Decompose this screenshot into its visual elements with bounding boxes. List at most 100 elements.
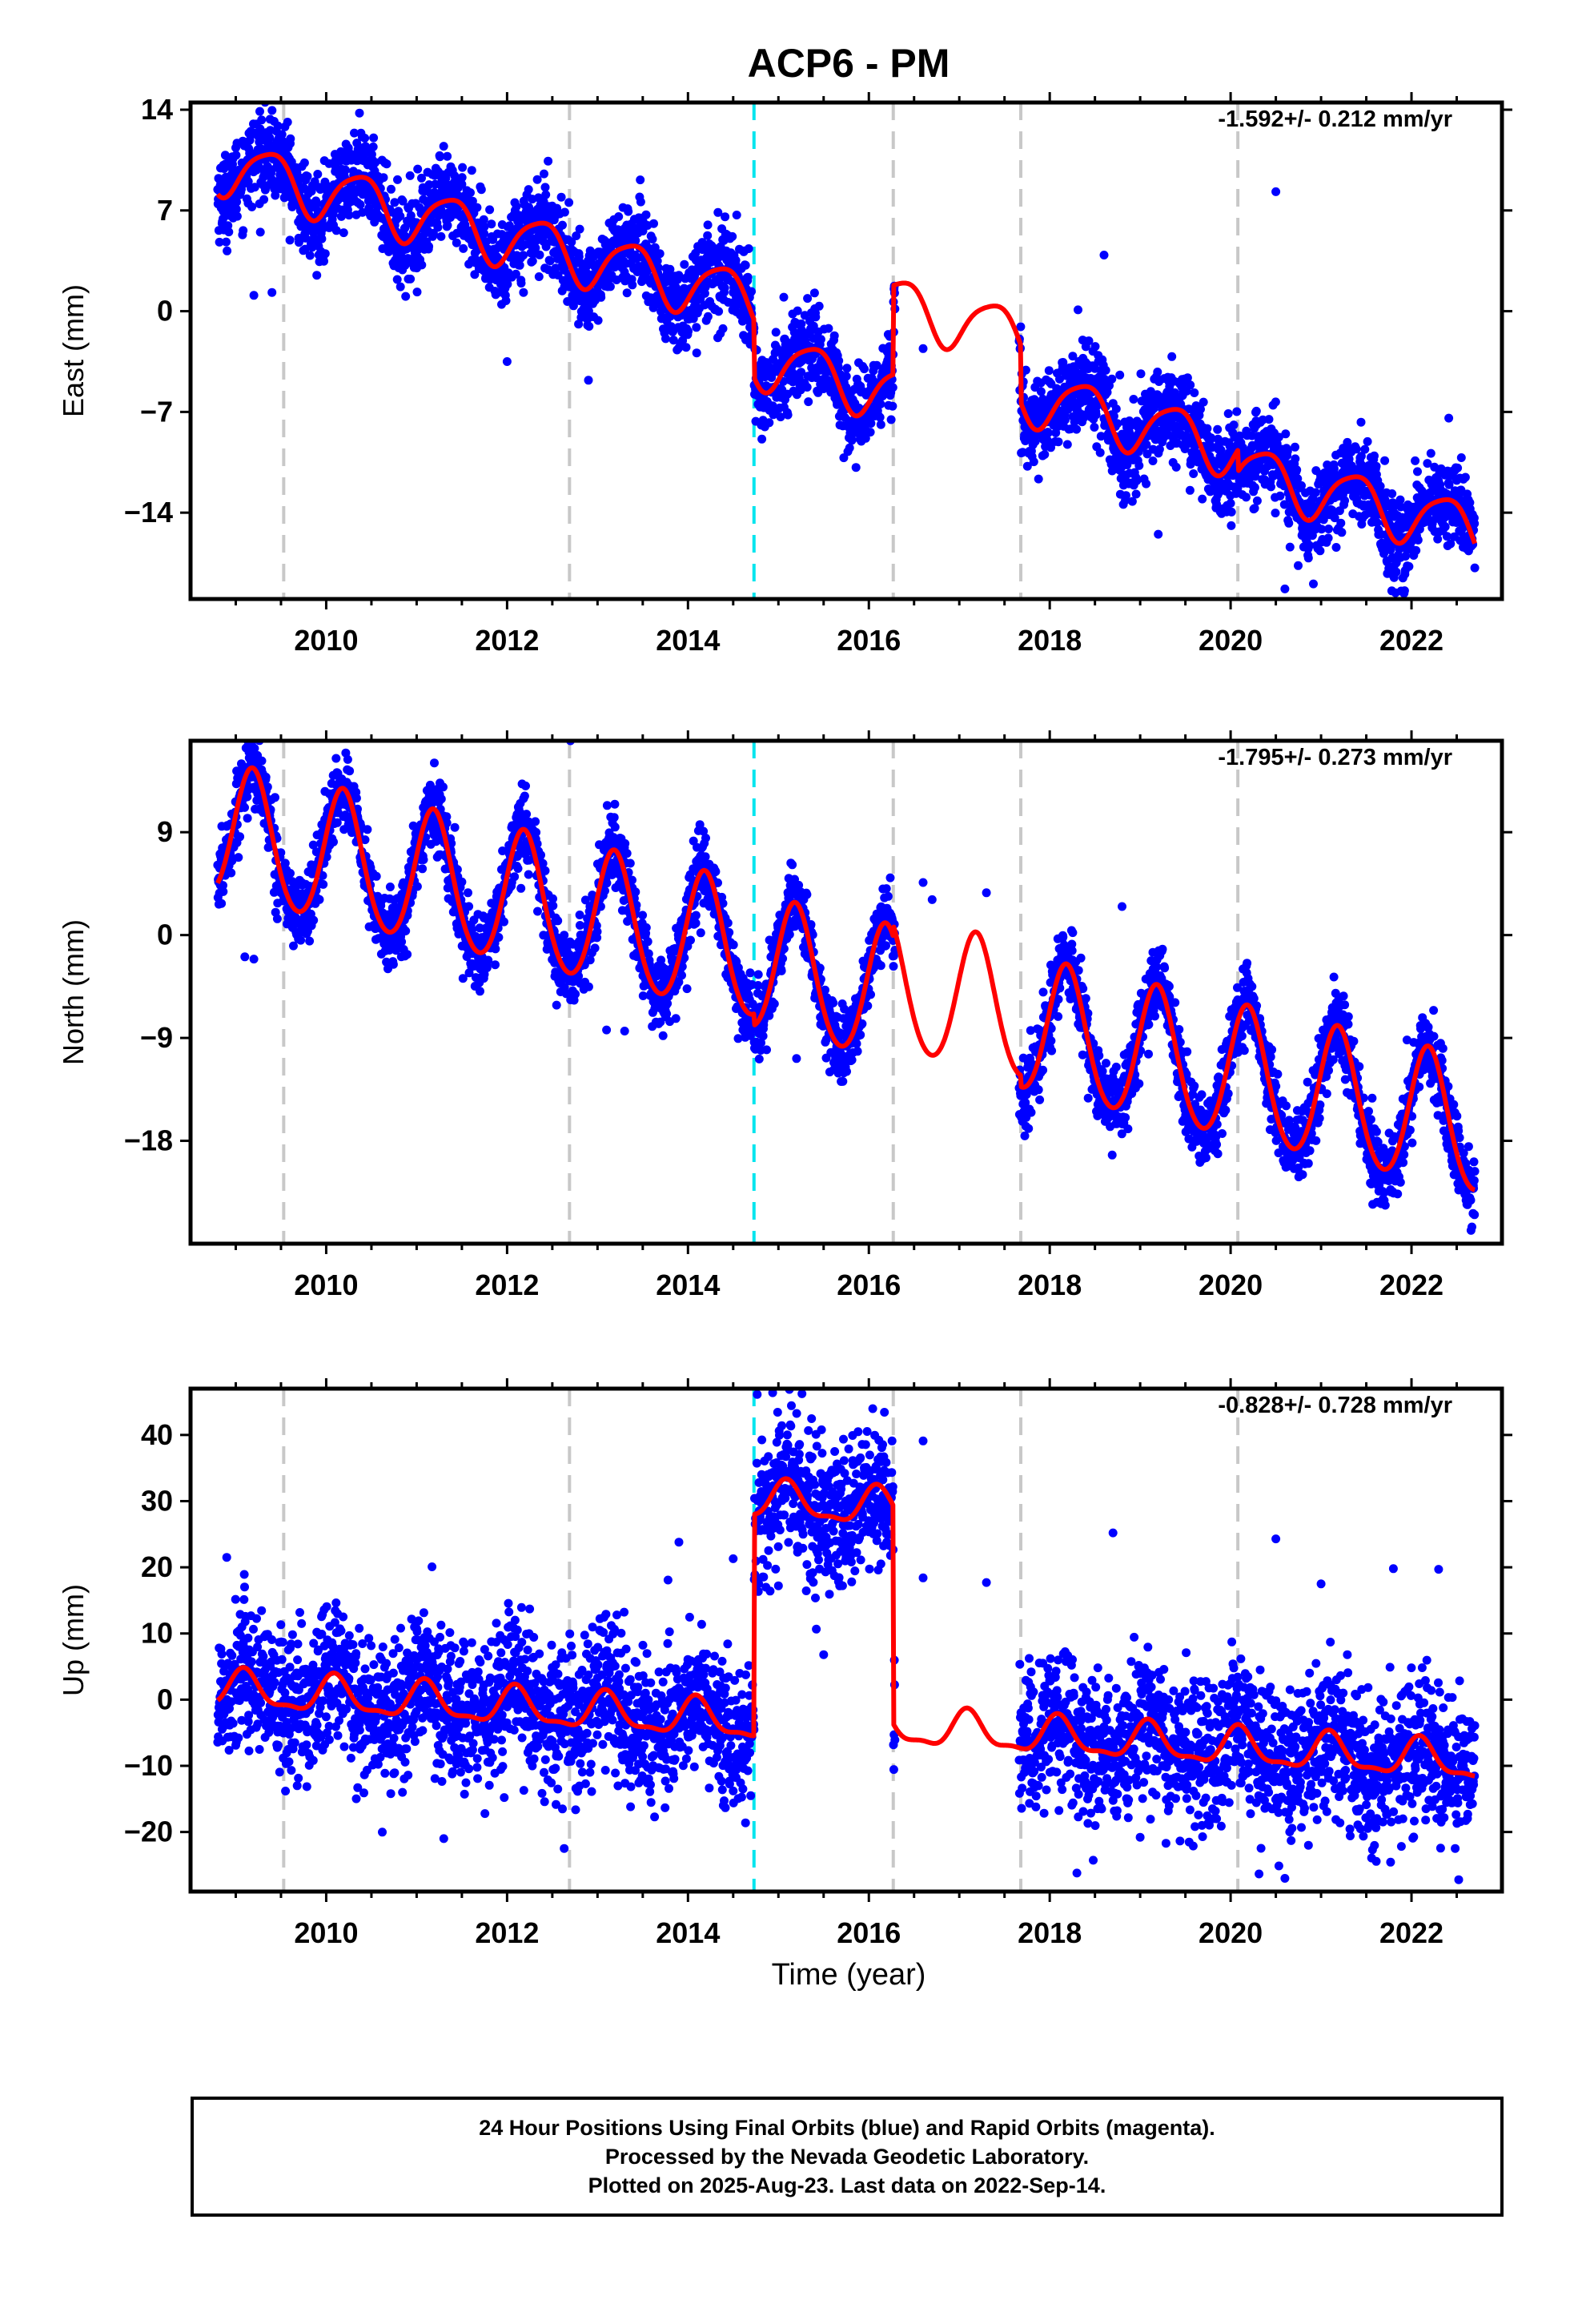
data-point xyxy=(313,170,323,179)
data-point xyxy=(1107,374,1117,384)
data-point xyxy=(804,397,813,407)
data-point xyxy=(1264,415,1274,424)
data-point xyxy=(418,864,428,874)
data-point xyxy=(1291,442,1299,452)
data-point xyxy=(1189,469,1199,478)
data-point xyxy=(319,879,328,889)
data-point xyxy=(861,433,870,443)
data-point xyxy=(1363,436,1372,446)
data-point xyxy=(270,184,279,194)
data-point xyxy=(1227,521,1236,530)
data-point xyxy=(720,283,729,292)
data-point xyxy=(1444,413,1454,423)
data-point xyxy=(1167,352,1177,361)
data-point xyxy=(1271,509,1280,518)
outlier-point xyxy=(1443,541,1452,550)
data-point xyxy=(318,870,327,880)
data-point xyxy=(412,882,422,891)
data-point xyxy=(1267,482,1275,492)
data-point xyxy=(721,212,730,222)
data-point xyxy=(564,198,574,207)
data-point xyxy=(243,792,252,802)
data-point xyxy=(1317,525,1327,534)
data-point xyxy=(1226,499,1235,508)
data-point xyxy=(653,263,663,272)
data-point xyxy=(1068,352,1078,361)
data-point xyxy=(1370,451,1379,460)
outlier-point xyxy=(1154,529,1163,539)
data-point xyxy=(631,235,640,245)
data-point xyxy=(783,410,793,420)
outlier-point xyxy=(249,291,259,300)
data-point xyxy=(743,272,753,282)
data-point xyxy=(876,420,885,429)
data-point xyxy=(1330,513,1339,523)
data-point xyxy=(1297,480,1306,490)
data-point xyxy=(574,320,584,329)
data-point xyxy=(329,837,338,846)
data-point xyxy=(575,224,584,234)
data-point xyxy=(257,115,267,125)
data-point xyxy=(396,282,405,292)
data-point xyxy=(250,183,259,192)
data-point xyxy=(479,215,488,224)
data-point xyxy=(219,887,228,896)
data-point xyxy=(261,772,271,782)
data-point xyxy=(1142,440,1151,449)
data-point xyxy=(560,207,569,217)
data-point xyxy=(1153,368,1162,376)
data-point xyxy=(1029,457,1038,467)
data-point xyxy=(450,822,460,832)
outlier-point xyxy=(1271,187,1281,196)
data-point xyxy=(309,915,319,925)
data-point xyxy=(1285,542,1295,552)
data-point xyxy=(401,927,411,935)
data-point xyxy=(1148,456,1158,465)
data-point xyxy=(1131,489,1141,499)
data-point xyxy=(1058,358,1068,367)
data-point xyxy=(1305,541,1315,550)
data-point xyxy=(816,335,825,344)
data-point xyxy=(1344,454,1354,464)
model-curve-east xyxy=(215,151,1477,546)
data-point xyxy=(797,319,806,328)
data-point xyxy=(814,301,824,311)
data-point xyxy=(669,336,678,345)
data-point xyxy=(652,256,662,266)
data-point xyxy=(1171,462,1181,472)
data-point xyxy=(681,343,691,352)
data-point xyxy=(655,249,665,259)
data-point xyxy=(713,207,723,217)
data-point xyxy=(406,274,416,283)
data-point xyxy=(239,226,248,235)
data-point xyxy=(1433,534,1443,544)
outlier-point xyxy=(267,287,277,297)
data-point xyxy=(1091,410,1101,420)
data-point xyxy=(265,133,275,143)
data-point xyxy=(250,744,259,753)
data-point xyxy=(1113,419,1122,428)
data-point xyxy=(1232,407,1242,416)
data-point xyxy=(443,151,452,161)
data-point xyxy=(331,754,341,763)
data-point xyxy=(273,121,283,131)
data-point xyxy=(1250,483,1259,493)
plot-area-north xyxy=(213,741,1480,1244)
data-point xyxy=(419,855,428,864)
data-point xyxy=(1044,366,1054,376)
data-point xyxy=(1411,545,1421,555)
data-point xyxy=(280,858,290,868)
data-point xyxy=(680,259,689,269)
data-point xyxy=(285,235,295,245)
data-point xyxy=(684,327,693,336)
data-point xyxy=(390,198,400,207)
data-point xyxy=(1090,423,1099,432)
y-tick-label: 14 xyxy=(141,93,173,126)
data-point xyxy=(1356,417,1366,427)
data-point xyxy=(851,463,861,472)
data-point xyxy=(802,383,812,392)
data-point xyxy=(1371,461,1381,471)
data-point xyxy=(417,260,427,270)
data-point xyxy=(485,205,495,215)
data-point xyxy=(535,250,544,259)
